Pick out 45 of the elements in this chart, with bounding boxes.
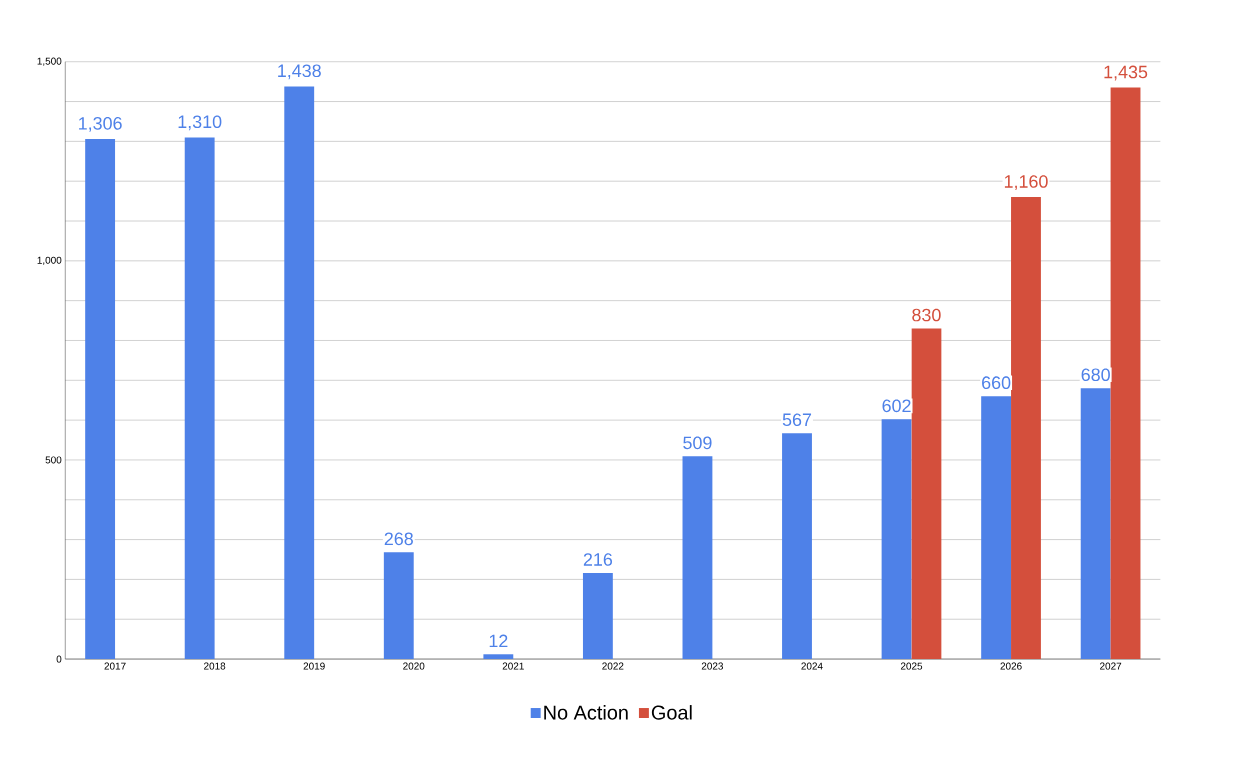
data-label: 1,438 xyxy=(278,64,321,80)
data-label: 216 xyxy=(583,553,613,567)
data-label: 268 xyxy=(384,532,413,546)
bar xyxy=(184,137,215,660)
data-label: 567 xyxy=(782,413,812,427)
bar xyxy=(284,86,315,660)
x-tick-label: 2023 xyxy=(701,662,724,670)
data-label: 660 xyxy=(982,376,1011,390)
x-tick-label: 2024 xyxy=(801,662,823,670)
bar xyxy=(911,328,942,660)
y-tick-label: 1,500 xyxy=(37,57,62,67)
bar xyxy=(483,654,514,660)
x-tick-label: 2020 xyxy=(403,662,425,670)
data-label: 12 xyxy=(489,634,508,648)
data-label: 602 xyxy=(882,399,911,413)
x-tick-label: 2017 xyxy=(104,662,126,670)
data-label: 1,160 xyxy=(1004,175,1048,191)
x-tick-label: 2025 xyxy=(900,662,923,670)
x-tick-label: 2019 xyxy=(303,662,325,670)
data-label: 1,306 xyxy=(79,117,122,133)
x-tick-label: 2027 xyxy=(1100,662,1122,670)
x-tick-label: 2022 xyxy=(602,662,624,670)
data-label: 1,435 xyxy=(1104,65,1148,81)
bar xyxy=(383,552,414,660)
bar xyxy=(981,396,1012,660)
y-tick-label: 500 xyxy=(45,456,62,464)
bar xyxy=(1011,197,1041,660)
bar xyxy=(881,419,912,660)
data-label: 1,310 xyxy=(178,115,222,131)
x-tick-label: 2026 xyxy=(1000,662,1022,670)
legend-label: Goal xyxy=(651,705,692,720)
bar xyxy=(85,139,116,660)
data-label: 509 xyxy=(683,436,712,450)
bar xyxy=(682,456,713,660)
x-tick-label: 2018 xyxy=(204,662,226,670)
bar xyxy=(1080,388,1111,660)
y-tick-label: 0 xyxy=(56,655,62,663)
bar xyxy=(1110,87,1141,660)
x-tick-label: 2021 xyxy=(502,662,524,670)
data-label: 830 xyxy=(912,308,941,322)
legend-label: No Action xyxy=(544,705,628,720)
y-tick-label: 1,000 xyxy=(37,256,62,266)
bar xyxy=(582,573,613,660)
data-label: 680 xyxy=(1081,368,1110,382)
bar xyxy=(782,433,812,660)
